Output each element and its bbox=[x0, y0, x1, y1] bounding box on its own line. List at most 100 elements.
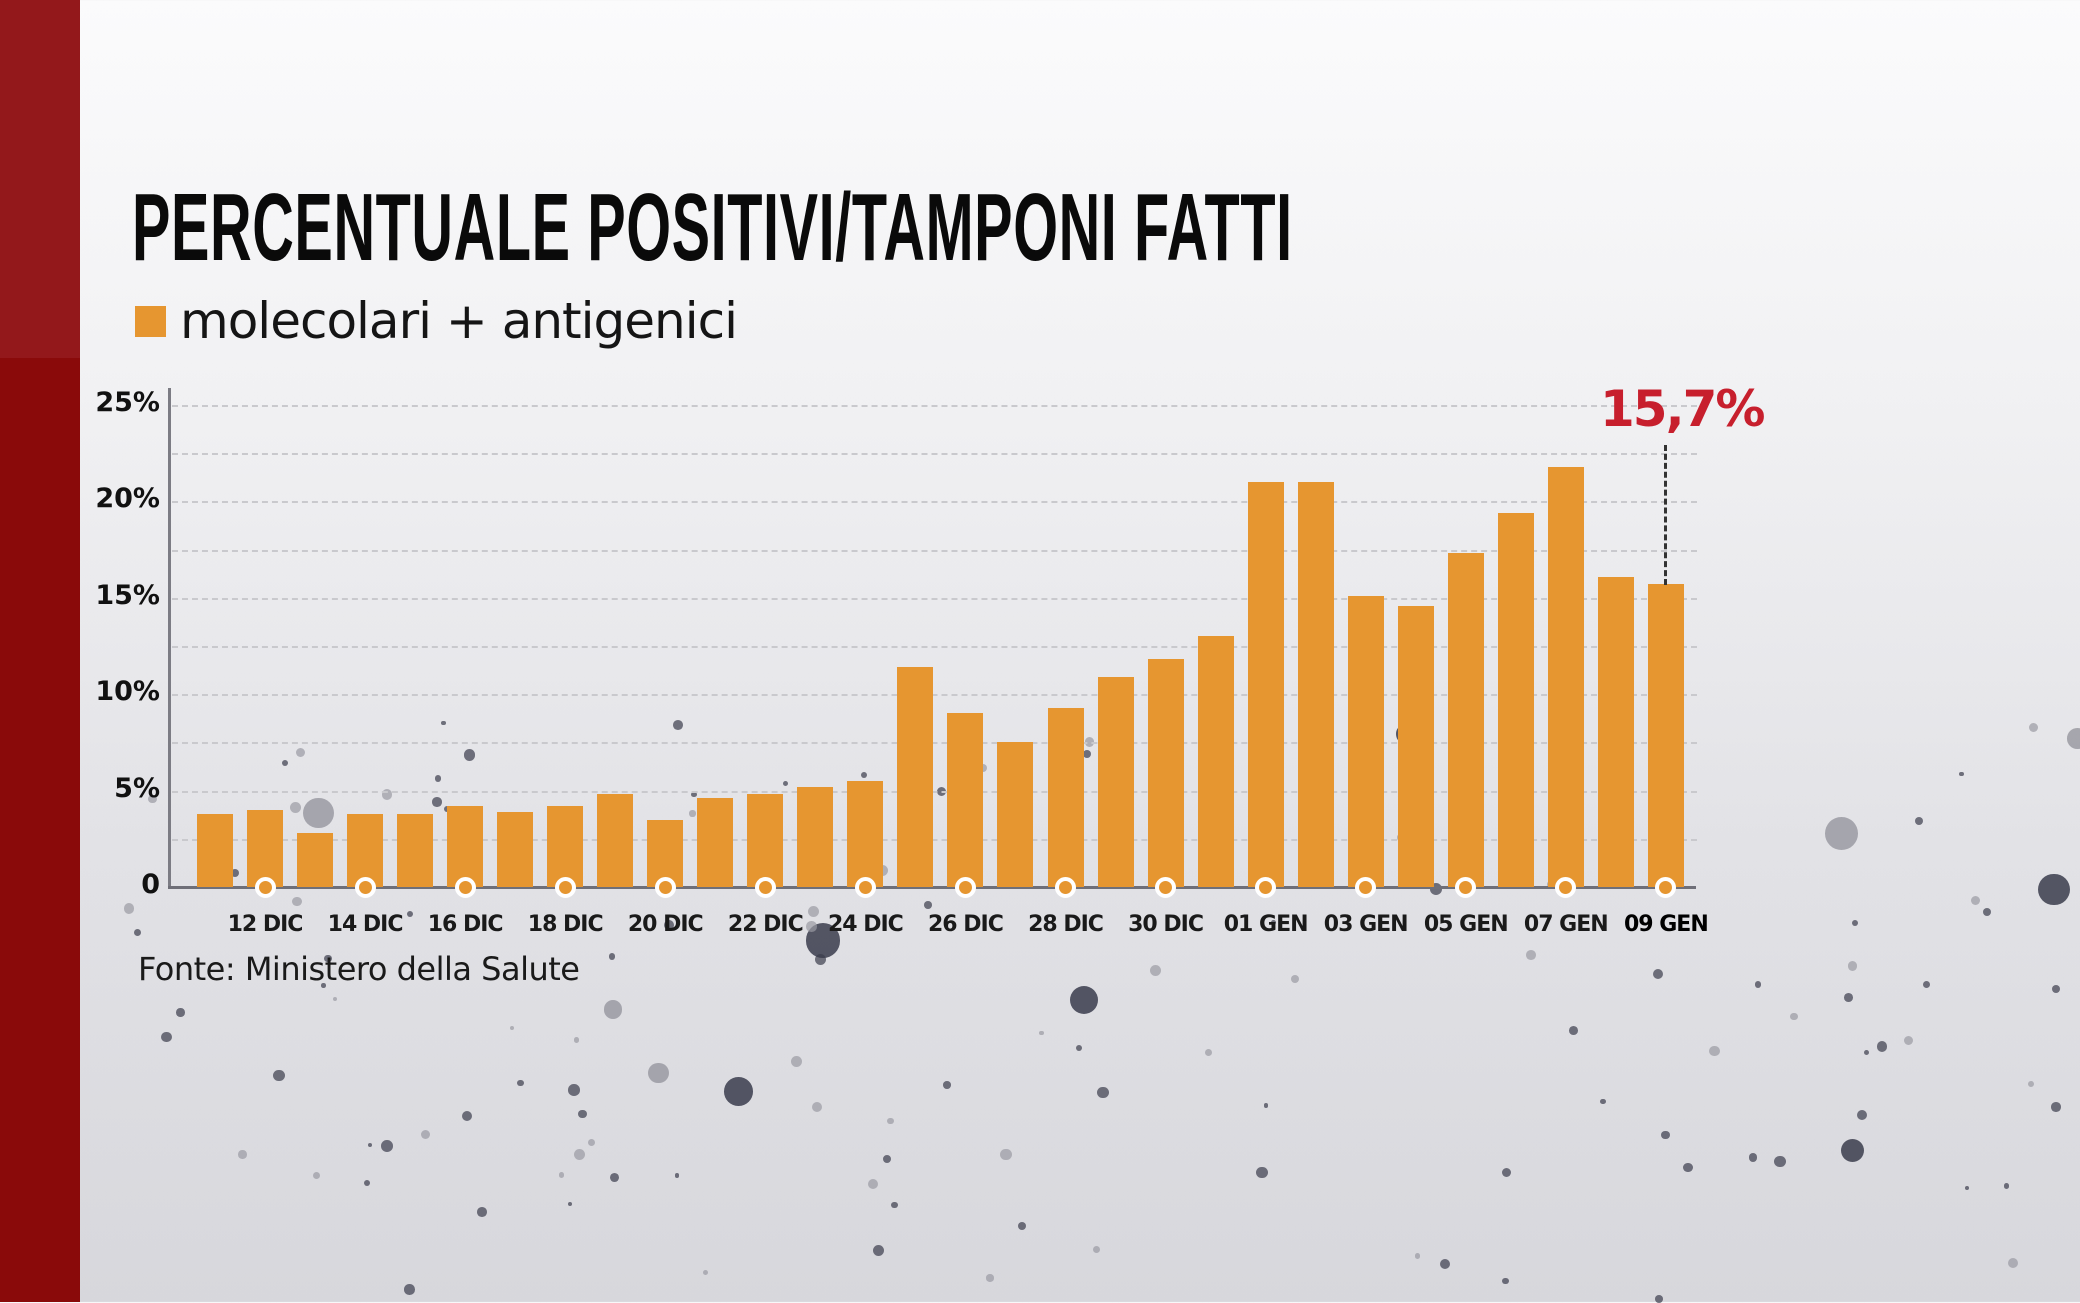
y-tick-label: 25% bbox=[95, 387, 160, 418]
bar bbox=[797, 786, 834, 887]
bar bbox=[597, 794, 634, 887]
particle-dot bbox=[588, 1139, 596, 1147]
particle-dot bbox=[123, 903, 135, 914]
bar bbox=[947, 713, 984, 887]
bar bbox=[1247, 482, 1284, 887]
particle-dot bbox=[664, 920, 674, 930]
particle-dot bbox=[702, 1270, 708, 1276]
bar bbox=[1047, 707, 1084, 887]
particle-dot bbox=[1290, 974, 1300, 984]
particle-dot bbox=[321, 983, 326, 988]
particle-dot bbox=[1852, 919, 1859, 926]
x-tick-marker bbox=[1355, 877, 1377, 898]
bar bbox=[347, 813, 384, 887]
bar bbox=[197, 813, 233, 887]
particle-dot bbox=[238, 1150, 247, 1159]
x-tick-label: 26 DIC bbox=[928, 912, 1004, 937]
particle-dot bbox=[1840, 1138, 1865, 1163]
particle-dot bbox=[1856, 1109, 1867, 1120]
legend-swatch bbox=[135, 305, 166, 337]
particle-dot bbox=[986, 1274, 994, 1282]
particle-dot bbox=[1863, 1049, 1869, 1055]
particle-dot bbox=[295, 747, 306, 758]
bar bbox=[297, 833, 334, 887]
particle-dot bbox=[2051, 1102, 2061, 1112]
x-tick-label: 18 DIC bbox=[527, 912, 604, 937]
particle-dot bbox=[1039, 1030, 1044, 1036]
particle-dot bbox=[1959, 771, 1964, 777]
particle-dot bbox=[176, 1008, 185, 1017]
x-tick-label: 12 DIC bbox=[227, 912, 304, 937]
particle-dot bbox=[1439, 1259, 1450, 1270]
particle-dot bbox=[1774, 1155, 1786, 1167]
x-tick-label: 22 DIC bbox=[727, 912, 804, 937]
gridline bbox=[172, 646, 1697, 648]
bar bbox=[397, 813, 434, 887]
x-tick-marker bbox=[1255, 877, 1277, 898]
particle-dot bbox=[272, 1069, 285, 1082]
gridline bbox=[172, 597, 1697, 600]
particle-dot bbox=[1877, 1041, 1888, 1052]
particle-dot bbox=[574, 1149, 586, 1161]
particle-dot bbox=[303, 797, 335, 829]
particle-dot bbox=[689, 810, 696, 817]
particle-dot bbox=[292, 897, 302, 907]
x-tick-marker bbox=[1055, 877, 1076, 898]
particle-dot bbox=[1256, 1167, 1268, 1179]
particle-dot bbox=[603, 1000, 622, 1019]
x-tick-label: 07 GEN bbox=[1523, 912, 1609, 937]
source-note: Fonte: Ministero della Salute bbox=[138, 950, 580, 988]
particle-dot bbox=[608, 953, 616, 960]
bar bbox=[447, 806, 484, 887]
bar bbox=[1297, 482, 1334, 887]
y-tick-label: 0 bbox=[141, 869, 160, 900]
bar bbox=[1597, 576, 1634, 887]
legend-label: molecolari + antigenici bbox=[180, 292, 738, 350]
particle-dot bbox=[1982, 908, 1991, 917]
particle-dot bbox=[1263, 1103, 1269, 1109]
particle-dot bbox=[289, 802, 302, 814]
particle-dot bbox=[1754, 981, 1762, 988]
bar bbox=[497, 811, 534, 887]
particle-dot bbox=[1847, 961, 1858, 971]
bar bbox=[1447, 553, 1484, 887]
x-tick-label: 24 DIC bbox=[827, 912, 904, 937]
particle-dot bbox=[1844, 993, 1853, 1002]
particle-dot bbox=[887, 1117, 894, 1124]
particle-dot bbox=[432, 797, 442, 807]
particle-dot bbox=[558, 1172, 565, 1179]
particle-dot bbox=[883, 1155, 892, 1164]
red-side-band bbox=[0, 0, 80, 1302]
particle-dot bbox=[517, 1079, 524, 1087]
chart-title: PERCENTUALE POSITIVI/TAMPONI FATTI bbox=[132, 174, 1293, 281]
x-tick-marker bbox=[954, 877, 976, 898]
particle-dot bbox=[568, 1084, 580, 1096]
legend: molecolari + antigenici bbox=[135, 292, 738, 350]
x-tick-marker bbox=[354, 877, 376, 898]
particle-dot bbox=[1502, 1277, 1510, 1285]
x-tick-label: 16 DIC bbox=[427, 912, 504, 937]
particle-dot bbox=[1017, 1222, 1026, 1231]
particle-dot bbox=[790, 1056, 802, 1068]
x-tick-label: 28 DIC bbox=[1028, 912, 1104, 937]
y-axis bbox=[168, 388, 171, 888]
particle-dot bbox=[648, 1062, 669, 1084]
particle-dot bbox=[1971, 896, 1981, 906]
particle-dot bbox=[674, 1173, 680, 1178]
particle-dot bbox=[2051, 984, 2061, 994]
x-tick-label: 09 GEN bbox=[1623, 912, 1709, 937]
particle-dot bbox=[463, 749, 476, 761]
particle-dot bbox=[1660, 1130, 1670, 1140]
bar bbox=[997, 742, 1034, 887]
x-tick-marker bbox=[254, 877, 276, 898]
particle-dot bbox=[1683, 1162, 1693, 1173]
particle-dot bbox=[1903, 1036, 1913, 1046]
bar bbox=[697, 798, 734, 887]
particle-dot bbox=[1655, 1294, 1664, 1303]
particle-dot bbox=[578, 1109, 587, 1119]
particle-dot bbox=[2029, 722, 2039, 733]
bar bbox=[1347, 595, 1384, 887]
particle-dot bbox=[1922, 980, 1931, 989]
bar bbox=[1397, 605, 1434, 887]
